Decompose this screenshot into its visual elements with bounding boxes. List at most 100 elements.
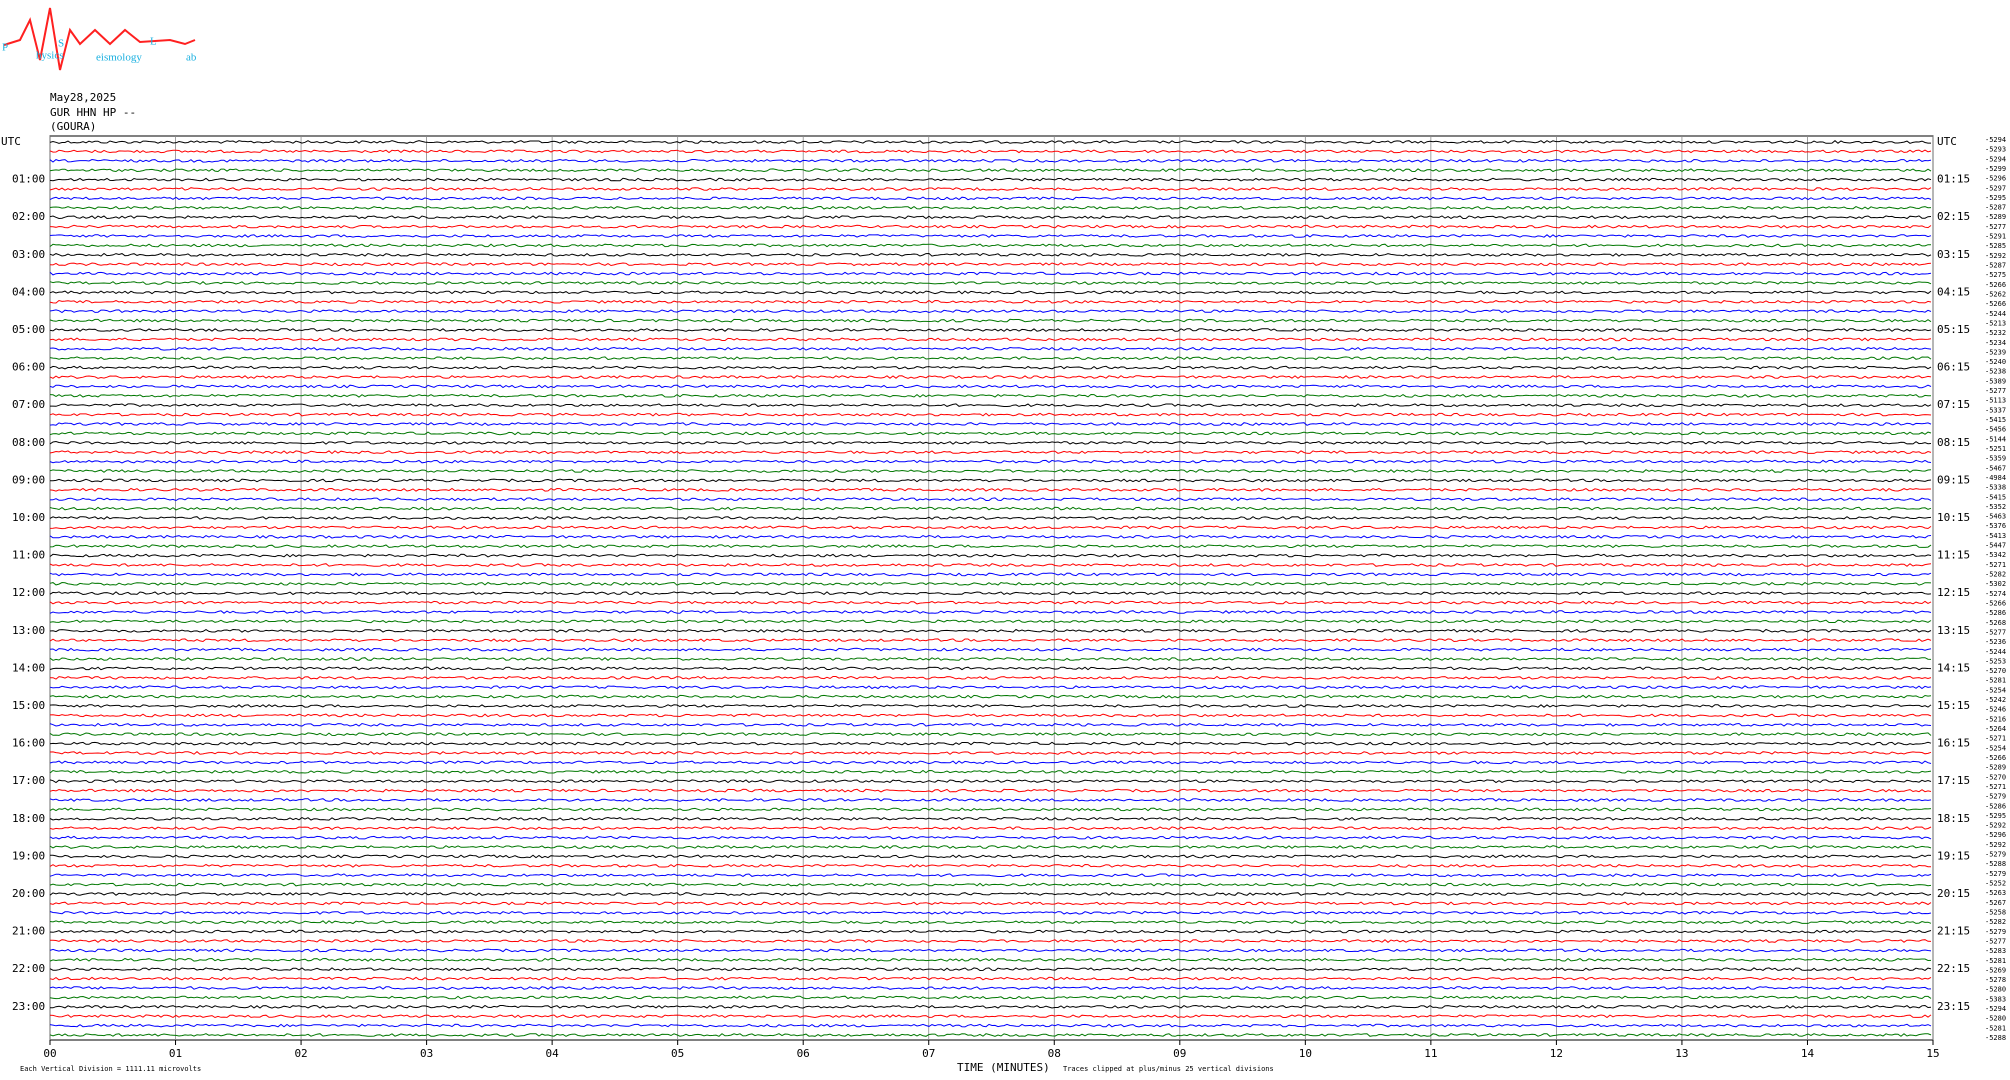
offset-label: -5338	[1985, 484, 2006, 492]
x-tick-label: 04	[546, 1047, 560, 1060]
trace	[49, 1033, 1932, 1037]
left-time-label: 11:00	[12, 549, 45, 562]
offset-label: -5285	[1985, 242, 2006, 250]
left-time-label: 20:00	[12, 887, 45, 900]
right-time-label: 22:15	[1937, 962, 1970, 975]
trace	[49, 845, 1932, 849]
right-time-label: 19:15	[1937, 849, 1970, 862]
x-axis-label: TIME (MINUTES)	[957, 1061, 1050, 1074]
date: May28,2025	[50, 91, 116, 104]
trace	[49, 873, 1932, 878]
trace	[49, 901, 1932, 906]
right-time-label: 14:15	[1937, 661, 1970, 674]
offset-label: -5244	[1985, 310, 2006, 318]
offset-label: -5279	[1985, 870, 2006, 878]
trace	[49, 177, 1932, 182]
x-tick-label: 02	[294, 1047, 307, 1060]
trace	[49, 497, 1932, 502]
offset-label: -5359	[1985, 455, 2006, 463]
trace	[49, 431, 1932, 436]
offset-label: -5277	[1985, 937, 2006, 945]
offset-label: -5295	[1985, 194, 2006, 202]
trace	[49, 469, 1932, 473]
trace	[49, 751, 1932, 755]
trace	[49, 826, 1932, 831]
offset-label: -5286	[1985, 609, 2006, 617]
trace	[49, 459, 1932, 464]
offset-label: -5253	[1985, 657, 2006, 665]
trace	[49, 957, 1932, 962]
trace	[49, 1014, 1932, 1019]
offset-label: -5271	[1985, 735, 2006, 743]
offset-label: -5279	[1985, 851, 2006, 859]
trace	[49, 412, 1932, 417]
offset-label: -5282	[1985, 918, 2006, 926]
offset-label: -5277	[1985, 387, 2006, 395]
left-time-label: 23:00	[12, 1000, 45, 1013]
offset-label: -5415	[1985, 416, 2006, 424]
right-time-label: 11:15	[1937, 549, 1970, 562]
offset-label: -5258	[1985, 908, 2006, 916]
right-time-label: 09:15	[1937, 473, 1970, 486]
clip-note: Traces clipped at plus/minus 25 vertical…	[1063, 1065, 1274, 1073]
offset-label: -5415	[1985, 493, 2006, 501]
logo-word: ab	[186, 52, 197, 64]
offset-label: -5280	[1985, 1015, 2006, 1023]
trace	[49, 628, 1932, 633]
left-time-label: 04:00	[12, 285, 45, 298]
offset-label: -5232	[1985, 329, 2006, 337]
right-time-label: 04:15	[1937, 285, 1970, 298]
left-time-label: 09:00	[12, 473, 45, 486]
trace	[49, 158, 1932, 163]
trace	[50, 675, 1932, 680]
trace	[49, 262, 1932, 267]
offset-label: -5294	[1985, 155, 2006, 163]
offset-label: -5266	[1985, 281, 2006, 289]
offset-label: -5269	[1985, 966, 2006, 974]
logo-word: hysics	[36, 50, 64, 62]
trace	[50, 939, 1932, 943]
offset-label: -5413	[1985, 532, 2006, 540]
offset-label: -5213	[1985, 319, 2006, 327]
offset-label: -5297	[1985, 184, 2006, 192]
offset-label: -5289	[1985, 764, 2006, 772]
right-time-label: 02:15	[1937, 210, 1970, 223]
trace	[49, 694, 1932, 699]
offset-label: -5263	[1985, 889, 2006, 897]
trace	[49, 807, 1932, 812]
offset-label: -5264	[1985, 725, 2006, 733]
left-time-label: 05:00	[12, 323, 45, 336]
trace	[50, 1004, 1932, 1009]
trace	[49, 234, 1932, 238]
offset-label: -5270	[1985, 667, 2006, 675]
right-time-label: 23:15	[1937, 1000, 1970, 1013]
trace	[49, 995, 1932, 1000]
offset-label: -5239	[1985, 348, 2006, 356]
offset-label: -5266	[1985, 754, 2006, 762]
scale-note: Each Vertical Division = 1111.11 microvo…	[20, 1065, 201, 1073]
offset-label: -5281	[1985, 1024, 2006, 1032]
right-time-label: 01:15	[1937, 173, 1970, 186]
offset-label: -5302	[1985, 580, 2006, 588]
offset-label: -5234	[1985, 339, 2006, 347]
offset-label: -5144	[1985, 435, 2006, 443]
trace	[49, 976, 1932, 981]
trace	[49, 299, 1932, 304]
trace	[49, 318, 1932, 323]
trace	[49, 685, 1932, 690]
trace	[49, 534, 1932, 539]
offset-label: -5254	[1985, 686, 2006, 694]
trace	[49, 563, 1932, 567]
trace	[49, 252, 1932, 257]
offset-label: -5266	[1985, 300, 2006, 308]
trace	[49, 243, 1932, 248]
left-time-label: 03:00	[12, 248, 45, 261]
trace	[49, 610, 1932, 614]
trace	[49, 1023, 1932, 1028]
station: GUR HHN HP --	[50, 106, 136, 119]
offset-label: -5277	[1985, 223, 2006, 231]
offset-label: -5294	[1985, 1005, 2006, 1013]
offset-label: -5242	[1985, 696, 2006, 704]
trace	[49, 224, 1932, 229]
trace	[49, 779, 1932, 784]
